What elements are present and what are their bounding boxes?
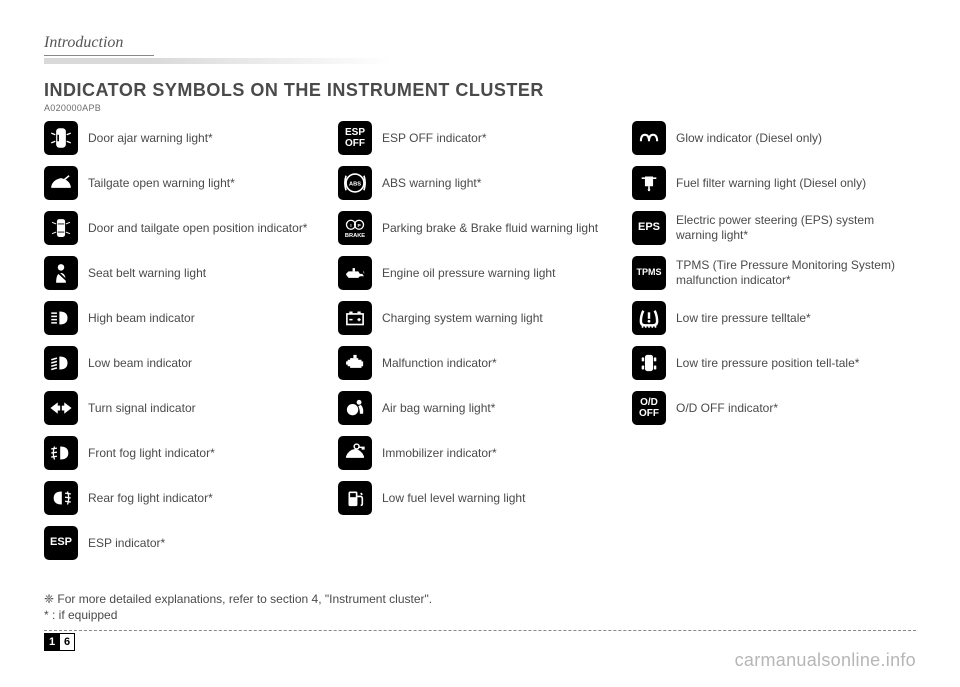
fuel-label: Low fuel level warning light [382, 491, 525, 506]
door-tailgate-pos-icon [44, 211, 78, 245]
esp-off-icon: ESPOFF [338, 121, 372, 155]
indicator-row-tailgate: Tailgate open warning light* [44, 166, 312, 200]
svg-text:P: P [357, 223, 361, 229]
page-section: 1 [44, 633, 60, 651]
battery-label: Charging system warning light [382, 311, 543, 326]
indicator-row-door-ajar: Door ajar warning light* [44, 121, 312, 155]
od-off-label: O/D OFF indicator* [676, 401, 778, 416]
airbag-label: Air bag warning light* [382, 401, 495, 416]
seatbelt-icon [44, 256, 78, 290]
footnote-reference: ❈ For more detailed explanations, refer … [44, 592, 916, 608]
oil-label: Engine oil pressure warning light [382, 266, 555, 281]
fuel-filter-label: Fuel filter warning light (Diesel only) [676, 176, 866, 191]
abs-label: ABS warning light* [382, 176, 481, 191]
low-beam-icon [44, 346, 78, 380]
low-beam-label: Low beam indicator [88, 356, 192, 371]
page-title: INDICATOR SYMBOLS ON THE INSTRUMENT CLUS… [44, 80, 916, 101]
indicator-row-airbag: Air bag warning light* [338, 391, 606, 425]
tailgate-icon [44, 166, 78, 200]
indicator-row-tpms: TPMS TPMS (Tire Pressure Monitoring Syste… [632, 256, 900, 290]
footnotes: ❈ For more detailed explanations, refer … [44, 592, 916, 623]
glow-label: Glow indicator (Diesel only) [676, 131, 822, 146]
indicator-row-esp-off: ESPOFF ESP OFF indicator* [338, 121, 606, 155]
eps-icon: EPS [632, 211, 666, 245]
esp-off-label: ESP OFF indicator* [382, 131, 486, 146]
doc-code: A020000APB [44, 103, 916, 113]
eps-label: Electric power steering (EPS) system war… [676, 213, 900, 243]
footer-dash [44, 630, 916, 631]
fuel-icon [338, 481, 372, 515]
indicator-row-od-off: O/DOFF O/D OFF indicator* [632, 391, 900, 425]
low-tire-pos-icon [632, 346, 666, 380]
indicator-row-fuel: Low fuel level warning light [338, 481, 606, 515]
indicator-row-low-tire: Low tire pressure telltale* [632, 301, 900, 335]
divider-fade [44, 58, 916, 64]
abs-icon: ABS [338, 166, 372, 200]
battery-icon [338, 301, 372, 335]
indicator-row-low-tire-pos: Low tire pressure position tell-tale* [632, 346, 900, 380]
immobilizer-icon [338, 436, 372, 470]
high-beam-icon [44, 301, 78, 335]
indicator-row-front-fog: Front fog light indicator* [44, 436, 312, 470]
indicator-row-immobilizer: Immobilizer indicator* [338, 436, 606, 470]
indicator-row-seatbelt: Seat belt warning light [44, 256, 312, 290]
indicator-row-abs: ABS ABS warning light* [338, 166, 606, 200]
esp-icon: ESP [44, 526, 78, 560]
door-tailgate-pos-label: Door and tailgate open position indicato… [88, 221, 307, 236]
front-fog-label: Front fog light indicator* [88, 446, 215, 461]
indicator-row-oil: Engine oil pressure warning light [338, 256, 606, 290]
low-tire-icon [632, 301, 666, 335]
turn-signal-label: Turn signal indicator [88, 401, 196, 416]
chapter-title: Introduction [44, 34, 154, 56]
malfunction-icon [338, 346, 372, 380]
indicator-row-door-tailgate-pos: Door and tailgate open position indicato… [44, 211, 312, 245]
indicator-columns: Door ajar warning light* Tailgate open wa… [44, 121, 916, 560]
high-beam-label: High beam indicator [88, 311, 195, 326]
svg-text:BRAKE: BRAKE [345, 233, 365, 239]
indicator-row-eps: EPS Electric power steering (EPS) system … [632, 211, 900, 245]
door-ajar-label: Door ajar warning light* [88, 131, 213, 146]
indicator-row-glow: Glow indicator (Diesel only) [632, 121, 900, 155]
front-fog-icon [44, 436, 78, 470]
indicator-row-high-beam: High beam indicator [44, 301, 312, 335]
od-off-icon: O/DOFF [632, 391, 666, 425]
oil-icon [338, 256, 372, 290]
indicator-row-turn-signal: Turn signal indicator [44, 391, 312, 425]
svg-text:ABS: ABS [349, 181, 361, 187]
esp-label: ESP indicator* [88, 536, 165, 551]
door-ajar-icon [44, 121, 78, 155]
low-tire-pos-label: Low tire pressure position tell-tale* [676, 356, 859, 371]
page-index: 6 [59, 633, 75, 651]
indicator-row-low-beam: Low beam indicator [44, 346, 312, 380]
indicator-row-rear-fog: Rear fog light indicator* [44, 481, 312, 515]
fuel-filter-icon [632, 166, 666, 200]
watermark: carmanualsonline.info [735, 650, 916, 671]
immobilizer-label: Immobilizer indicator* [382, 446, 497, 461]
malfunction-label: Malfunction indicator* [382, 356, 497, 371]
turn-signal-icon [44, 391, 78, 425]
indicator-row-battery: Charging system warning light [338, 301, 606, 335]
indicator-row-fuel-filter: Fuel filter warning light (Diesel only) [632, 166, 900, 200]
rear-fog-label: Rear fog light indicator* [88, 491, 213, 506]
svg-text:!: ! [350, 223, 352, 229]
brake-label: Parking brake & Brake fluid warning ligh… [382, 221, 598, 236]
page-number: 1 6 [44, 633, 75, 651]
indicator-row-malfunction: Malfunction indicator* [338, 346, 606, 380]
indicator-row-esp: ESP ESP indicator* [44, 526, 312, 560]
rear-fog-icon [44, 481, 78, 515]
brake-icon: ! P BRAKE [338, 211, 372, 245]
indicator-row-brake: ! P BRAKE Parking brake & Brake fluid warni… [338, 211, 606, 245]
footnote-equipped: * : if equipped [44, 608, 916, 624]
tailgate-label: Tailgate open warning light* [88, 176, 235, 191]
tpms-icon: TPMS [632, 256, 666, 290]
seatbelt-label: Seat belt warning light [88, 266, 206, 281]
tpms-label: TPMS (Tire Pressure Monitoring System) m… [676, 258, 900, 288]
glow-icon [632, 121, 666, 155]
airbag-icon [338, 391, 372, 425]
low-tire-label: Low tire pressure telltale* [676, 311, 811, 326]
